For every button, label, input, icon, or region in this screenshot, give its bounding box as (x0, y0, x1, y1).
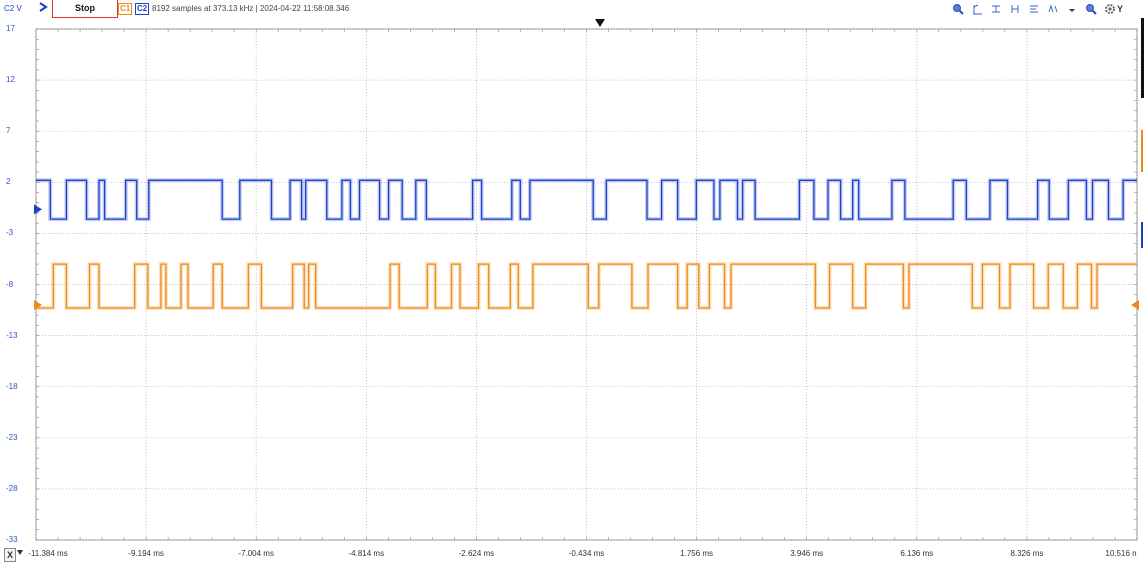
zoom-in-icon[interactable] (951, 2, 965, 16)
channel-1-toggle[interactable]: C1 (118, 3, 133, 15)
x-tick-label: 1.756 ms (680, 549, 714, 558)
y-tick-label: -13 (6, 330, 18, 340)
bars-icon[interactable] (1027, 2, 1041, 16)
y-tick-label: -28 (6, 483, 18, 493)
x-tick-label: -4.814 ms (348, 549, 385, 558)
dropdown-icon[interactable] (1065, 2, 1079, 16)
x-tick-label: 3.946 ms (790, 549, 824, 558)
y-tick-label: 12 (6, 75, 15, 85)
toolbar-icons (951, 2, 1117, 16)
y-tick-label: -3 (6, 228, 14, 238)
scale-icon[interactable] (1046, 2, 1060, 16)
y-tick-label: -8 (6, 279, 14, 289)
x-tick-label: 10.516 n (1105, 549, 1137, 558)
x-tick-label: -9.194 ms (128, 549, 164, 558)
settings-icon[interactable] (1103, 2, 1117, 16)
y-tick-label: -18 (6, 381, 18, 391)
ch1-scale-marker[interactable] (1141, 130, 1143, 172)
cursor-h-icon[interactable] (989, 2, 1003, 16)
series-line-c1 (36, 263, 1137, 309)
acquisition-info: 8192 samples at 373.13 kHz | 2024-04-22 … (152, 4, 350, 13)
ch1-right-marker-icon (1131, 299, 1139, 310)
y-axis-channel-label[interactable]: C2 V (4, 4, 22, 13)
y-tick-label: 2 (6, 177, 11, 187)
zoom-out-icon[interactable] (1084, 2, 1098, 16)
x-axis-button[interactable]: X (4, 548, 16, 562)
y-tick-label: 17 (6, 24, 15, 33)
x-axis-bar: X -11.384 ms -9.194 ms -7.004 ms -4.814 ms -… (0, 548, 1147, 570)
y-tick-label: 7 (6, 126, 11, 136)
x-tick-label: -11.384 ms (28, 549, 68, 558)
x-tick-label: 6.136 ms (900, 549, 934, 558)
y-tick-label: -33 (6, 535, 18, 544)
trigger-marker-icon[interactable] (595, 19, 605, 27)
scope-toolbar: C2 V Stop C1 C2 8192 samples at 373.13 k… (0, 0, 1147, 18)
x-tick-label: 8.326 ms (1010, 549, 1044, 558)
x-tick-label: -7.004 ms (238, 549, 274, 558)
ch2-marker-icon (34, 204, 42, 215)
measure-icon[interactable] (1008, 2, 1022, 16)
series-line-c2 (36, 179, 1137, 220)
x-tick-label: -2.624 ms (458, 549, 495, 558)
ch1-marker-icon (34, 299, 42, 310)
scrollbar[interactable] (1141, 18, 1144, 98)
x-axis-dropdown-icon[interactable] (17, 550, 23, 555)
x-tick-label: -0.434 ms (568, 549, 605, 558)
stop-button[interactable]: Stop (52, 0, 118, 18)
channel-2-toggle[interactable]: C2 (135, 3, 150, 15)
cursor-v-icon[interactable] (970, 2, 984, 16)
ch2-scale-marker[interactable] (1141, 222, 1143, 248)
y-tick-label: -23 (6, 432, 18, 442)
run-arrow-icon[interactable] (37, 1, 49, 17)
y-axis-button[interactable]: Y (1116, 4, 1123, 14)
